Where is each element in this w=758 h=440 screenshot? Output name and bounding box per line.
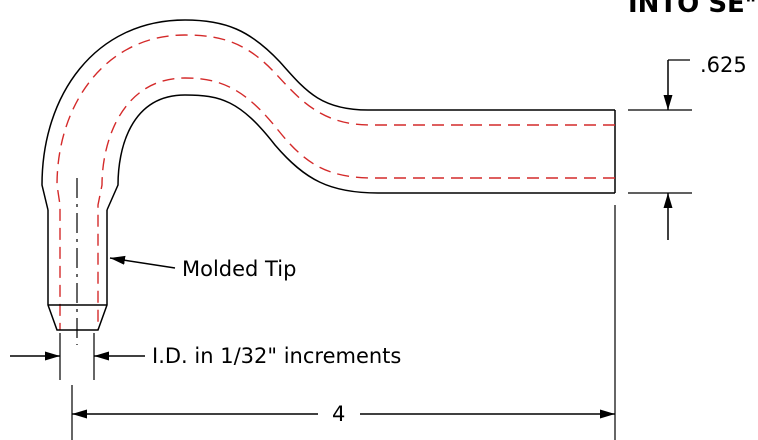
header-title-partial: INTO SE [628,0,745,19]
id-label: I.D. in 1/32" increments [152,344,401,368]
length-label: 4 [332,402,345,426]
wall-label: .625 [700,53,747,77]
tip-leader [110,258,175,268]
header-mark: " [745,0,756,18]
tube-outer-outline [107,95,615,210]
tube-centerline-upper [57,35,615,330]
tip-label: Molded Tip [182,257,296,281]
tube-centerline-lower [98,78,615,330]
